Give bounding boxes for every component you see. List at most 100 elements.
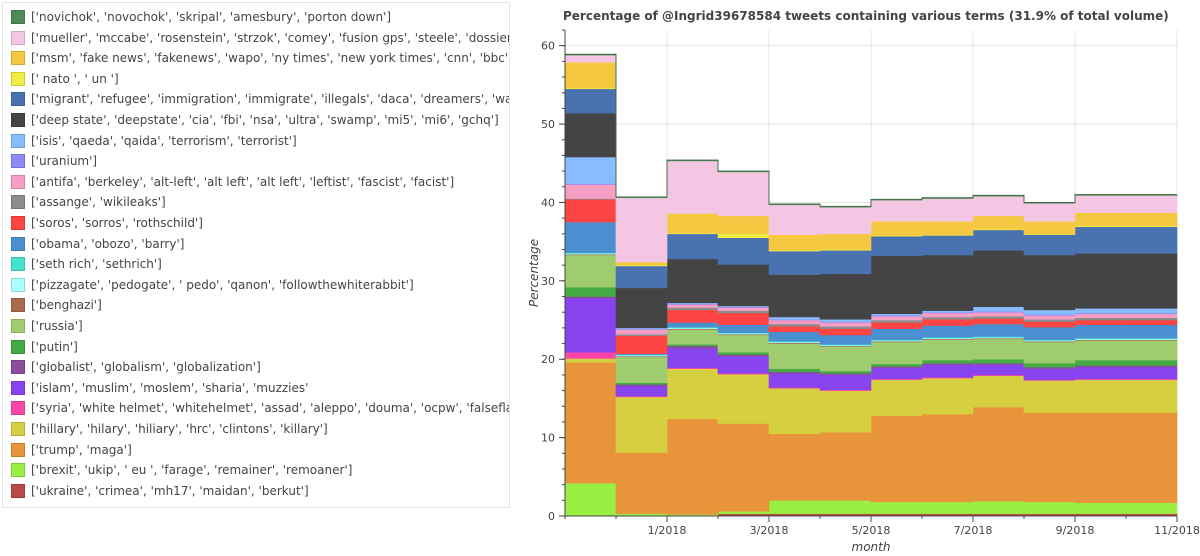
x-tick-label: 11/2018 (1154, 524, 1200, 537)
bar-segment (615, 452, 668, 514)
bar-segment (819, 390, 872, 433)
bar-segment (819, 206, 872, 235)
legend-item: ['novichok', 'novochok', 'skripal', 'ame… (11, 7, 391, 27)
bar-segment (768, 319, 821, 325)
legend-item: ['isis', 'qaeda', 'qaida', 'terrorism', … (11, 131, 297, 151)
y-tick-label: 20 (541, 353, 555, 366)
bar-segment (1125, 379, 1178, 413)
legend-label: ['ukraine', 'crimea', 'mh17', 'maidan', … (31, 483, 309, 498)
bar-segment (717, 310, 770, 314)
bar-segment (1125, 324, 1178, 339)
bar-segment (870, 319, 923, 323)
bar-segment (564, 112, 617, 158)
x-tick-label: 5/2018 (852, 524, 891, 537)
bar-segment (1074, 366, 1127, 380)
bar-segment (1074, 317, 1127, 321)
legend-label: ['islam', 'muslim', 'moslem', 'sharia', … (31, 380, 309, 395)
series-5 (564, 297, 1178, 397)
series-3 (564, 358, 1178, 453)
bar-segment (819, 370, 872, 374)
bar-segment (1125, 195, 1178, 213)
bar-segment (819, 326, 872, 329)
legend-item: ['antifa', 'berkeley', 'alt-left', 'alt … (11, 172, 454, 192)
legend-item: ['hillary', 'hilary', 'hiliary', 'hrc', … (11, 419, 328, 439)
bar-segment (921, 501, 974, 514)
bar-segment (1074, 313, 1127, 318)
bar-segment (870, 255, 923, 315)
bar-segment (564, 88, 617, 114)
legend-swatch (11, 195, 25, 210)
legend-label: ['putin'] (31, 339, 78, 354)
bar-segment (921, 377, 974, 415)
legend-swatch (11, 380, 25, 395)
series-12 (564, 221, 1178, 355)
legend-label: ['assange', 'wikileaks'] (31, 195, 166, 210)
legend-swatch (11, 236, 25, 251)
bar-segment (717, 324, 770, 333)
bar-segment (870, 367, 923, 380)
bar-segment (615, 335, 668, 355)
bar-segment (870, 315, 923, 321)
bar-segment (564, 286, 617, 297)
bar-segment (1023, 254, 1076, 311)
bar-segment (1023, 318, 1076, 322)
legend-label: ['uranium'] (31, 154, 98, 169)
legend-swatch (11, 30, 25, 45)
bar-segment (666, 307, 719, 311)
bar-segment (666, 418, 719, 515)
bar-segment (1023, 309, 1076, 315)
bar-segment (1074, 340, 1127, 361)
bar-segment (717, 237, 770, 265)
x-tick-label: 3/2018 (750, 524, 789, 537)
x-tick-label: 1/2018 (648, 524, 687, 537)
bar-segment (615, 356, 668, 384)
legend-item: ['russia'] (11, 316, 83, 336)
bar-segment (972, 195, 1025, 217)
legend-item: ['uranium'] (11, 151, 97, 171)
legend-item: ['ukraine', 'crimea', 'mh17', 'maidan', … (11, 481, 309, 501)
bar-segment (768, 387, 821, 434)
bar-segment (615, 385, 668, 397)
bar-segment (1074, 212, 1127, 227)
series-13 (564, 199, 1178, 355)
x-axis-label: month (852, 540, 891, 554)
legend-swatch (11, 277, 25, 292)
bar-segment (768, 274, 821, 318)
bar-segment (717, 351, 770, 355)
bar-segment (1125, 359, 1178, 366)
legend-swatch (11, 298, 25, 313)
y-tick-label: 40 (541, 196, 555, 209)
legend-swatch (11, 10, 25, 24)
bar-segment (666, 160, 719, 214)
legend-label: ['deep state', 'deepstate', 'cia', 'fbi'… (31, 113, 499, 127)
bar-segment (972, 229, 1025, 251)
bar-segment (717, 171, 770, 217)
bar-segment (921, 413, 974, 503)
bar-segment (717, 355, 770, 374)
bar-segment (1023, 412, 1076, 503)
bar-segment (870, 220, 923, 236)
bar-segment (615, 329, 668, 335)
bar-segment (1023, 341, 1076, 364)
legend-item: ['trump', 'maga'] (11, 440, 132, 460)
bar-segment (615, 197, 668, 263)
bar-segment (972, 249, 1025, 308)
bar-segment (666, 347, 719, 369)
bar-segment (1125, 366, 1178, 380)
bar-segment (768, 433, 821, 501)
bar-segment (717, 215, 770, 235)
bar-segment (972, 358, 1025, 364)
bar-segment (768, 250, 821, 275)
legend-swatch (11, 92, 25, 107)
bar-segment (921, 254, 974, 311)
bar-segment (819, 318, 872, 322)
bar-segment (819, 249, 872, 275)
legend-label: ['soros', 'sorros', 'rothschild'] (31, 216, 203, 230)
bar-segment (564, 362, 617, 484)
bar-segment (819, 273, 872, 320)
bar-segment (1125, 253, 1178, 309)
legend-label: ['brexit', 'ukip', ' eu ', 'farage', 're… (31, 463, 353, 478)
bar-segment (717, 510, 770, 514)
bar-segment (1023, 362, 1076, 368)
